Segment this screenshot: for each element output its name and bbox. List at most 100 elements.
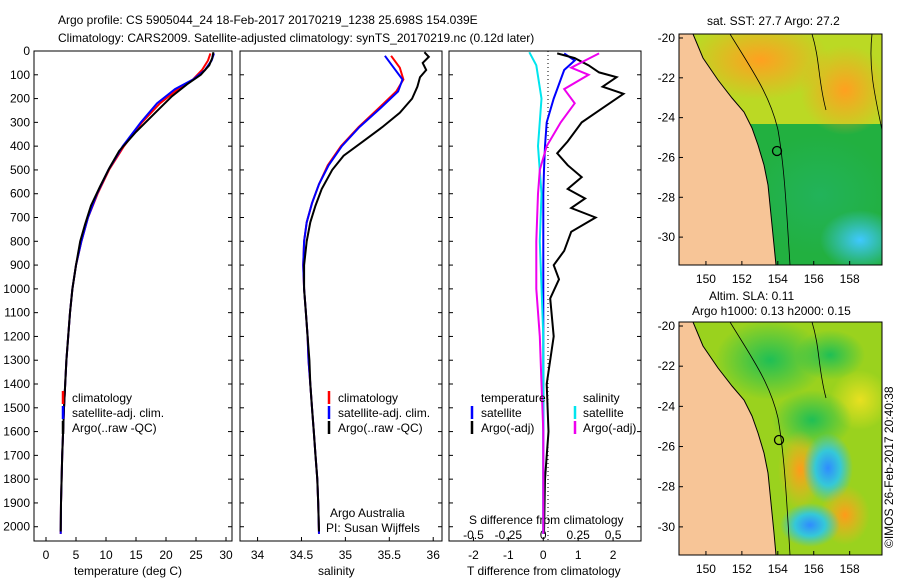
depth-tick-label: 600 <box>10 187 30 201</box>
depth-tick-label: 1900 <box>3 496 30 510</box>
sla-map <box>679 322 882 555</box>
australia-land <box>679 322 777 555</box>
depth-tick-label: 1700 <box>3 448 30 462</box>
legend-label: Argo(-adj) <box>481 421 534 435</box>
depth-tick-label: 1100 <box>4 306 30 320</box>
temperature-series <box>59 52 215 534</box>
s-diff-tick-label: 0.25 <box>566 528 590 542</box>
map-x-tick-label: 158 <box>840 272 860 286</box>
legend-label: climatology <box>338 391 398 405</box>
s-difference-x-axis: -0.5 -0.25 0 0.25 0.5 <box>463 528 622 542</box>
sst-map-frame <box>678 33 883 266</box>
series-temperature-argo-adj <box>543 52 626 534</box>
s-difference-axis-label: S difference from climatology <box>469 513 624 527</box>
bathymetry-contour <box>729 322 791 555</box>
series-satellite-adj-clim <box>59 53 215 534</box>
map-y-tick-label: -28 <box>658 190 676 204</box>
map-y-tick-label: -28 <box>658 480 676 494</box>
sla-map-frame <box>678 321 883 556</box>
legend-label: Argo(..raw -QC) <box>338 421 423 435</box>
map-x-tick-label: 156 <box>804 272 824 286</box>
x-tick-label: 34 <box>251 548 265 562</box>
argo-float-marker <box>773 434 785 446</box>
temperature-axis-label: temperature (deg C) <box>74 564 182 578</box>
salinity-x-axis: 34 34.5 35 35.5 36 <box>251 537 440 562</box>
depth-tick-label: 800 <box>10 234 30 248</box>
depth-tick-label: 900 <box>10 258 30 272</box>
legend-label: satellite <box>481 406 522 420</box>
legend-header-salinity: salinity <box>583 391 620 405</box>
sst-warm-patch <box>800 45 882 135</box>
legend-label: satellite-adj. clim. <box>72 406 164 420</box>
salinity-panel-frame <box>239 50 443 542</box>
t-difference-axis-label: T difference from climatology <box>467 564 621 578</box>
t-difference-x-axis: -2 -1 0 1 2 <box>468 537 617 562</box>
australia-land <box>679 34 777 265</box>
map-x-tick-label: 152 <box>732 562 752 576</box>
difference-panel-frame <box>448 50 642 542</box>
x-tick-label: 5 <box>73 548 80 562</box>
x-tick-label: 0 <box>540 548 547 562</box>
map-y-tick-label: -26 <box>658 440 676 454</box>
legend-label: satellite-adj. clim. <box>338 406 430 420</box>
bathymetry-contour <box>811 34 827 111</box>
series-climatology <box>59 53 212 534</box>
x-tick-label: 36 <box>427 548 441 562</box>
map-x-tick-label: 154 <box>768 272 788 286</box>
map-y-tick-label: -26 <box>658 150 676 164</box>
x-tick-label: 1 <box>575 548 582 562</box>
depth-tick-label: 700 <box>10 211 30 225</box>
x-tick-label: 34.5 <box>290 548 314 562</box>
difference-legend: temperature salinity satellite Argo(-adj… <box>470 391 636 435</box>
depth-tick-label: 100 <box>10 68 30 82</box>
map-y-tick-label: -24 <box>658 399 676 413</box>
depth-axis: 0 100 200 300 400 500 600 700 800 900 1000 1100 1200… <box>3 44 641 534</box>
sst-cold-patch <box>820 210 882 265</box>
sst-map <box>679 34 882 265</box>
legend-label: climatology <box>72 391 132 405</box>
temperature-panel-frame <box>33 50 233 542</box>
map-y-tick-label: -30 <box>658 520 676 534</box>
map-x-tick-label: 150 <box>696 272 716 286</box>
legend-header-temperature: temperature <box>481 391 546 405</box>
map-y-tick-label: -30 <box>658 230 676 244</box>
sla-map-title-2: Argo h1000: 0.13 h2000: 0.15 <box>692 304 851 318</box>
series-climatology <box>302 55 405 534</box>
salinity-series <box>302 51 431 534</box>
s-diff-tick-label: -0.25 <box>495 528 523 542</box>
sla-map-axes: 150 152 154 156 158 -20 -22 -24 -26 -28 -30 <box>658 319 860 576</box>
difference-series <box>528 51 626 541</box>
depth-tick-label: 1400 <box>3 377 30 391</box>
map-x-tick-label: 154 <box>768 562 788 576</box>
sst-map-axes: 150 152 154 156 158 -20 -22 -24 -26 -28 -30 <box>658 31 860 286</box>
map-y-tick-label: -20 <box>658 319 676 333</box>
depth-tick-label: 400 <box>10 139 30 153</box>
map-x-tick-label: 158 <box>840 562 860 576</box>
annotation-argo-australia: Argo Australia <box>330 506 405 520</box>
salinity-legend: climatology satellite-adj. clim. Argo(..… <box>327 391 430 435</box>
legend-label: satellite <box>583 406 624 420</box>
depth-tick-label: 1600 <box>3 425 30 439</box>
x-tick-label: 25 <box>189 548 203 562</box>
legend-label: Argo(-adj) <box>583 421 636 435</box>
series-temperature-satellite <box>542 52 577 534</box>
map-x-tick-label: 156 <box>804 562 824 576</box>
x-tick-label: 20 <box>159 548 173 562</box>
series-argo-raw-qc <box>59 52 215 532</box>
depth-tick-label: 1200 <box>3 329 30 343</box>
x-tick-label: 30 <box>219 548 233 562</box>
depth-tick-label: 1300 <box>3 353 30 367</box>
legend-label: Argo(..raw -QC) <box>72 421 157 435</box>
x-tick-label: -2 <box>468 548 479 562</box>
bathymetry-contour <box>870 34 882 131</box>
sla-negative-anomaly <box>780 503 840 547</box>
temperature-legend: climatology satellite-adj. clim. Argo(..… <box>61 391 164 435</box>
series-salinity-argo-adj <box>535 52 600 534</box>
s-diff-tick-label: 0.5 <box>605 528 622 542</box>
s-diff-tick-label: 0 <box>540 528 547 542</box>
sla-map-title-1: Altim. SLA: 0.11 <box>709 289 794 303</box>
series-satellite-adj-clim <box>302 55 404 534</box>
x-tick-label: 35 <box>339 548 353 562</box>
map-y-tick-label: -24 <box>658 111 676 125</box>
